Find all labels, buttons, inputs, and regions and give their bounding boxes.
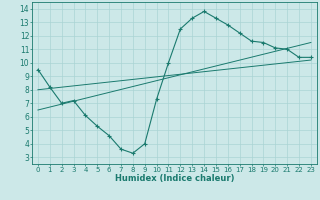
X-axis label: Humidex (Indice chaleur): Humidex (Indice chaleur) — [115, 174, 234, 183]
